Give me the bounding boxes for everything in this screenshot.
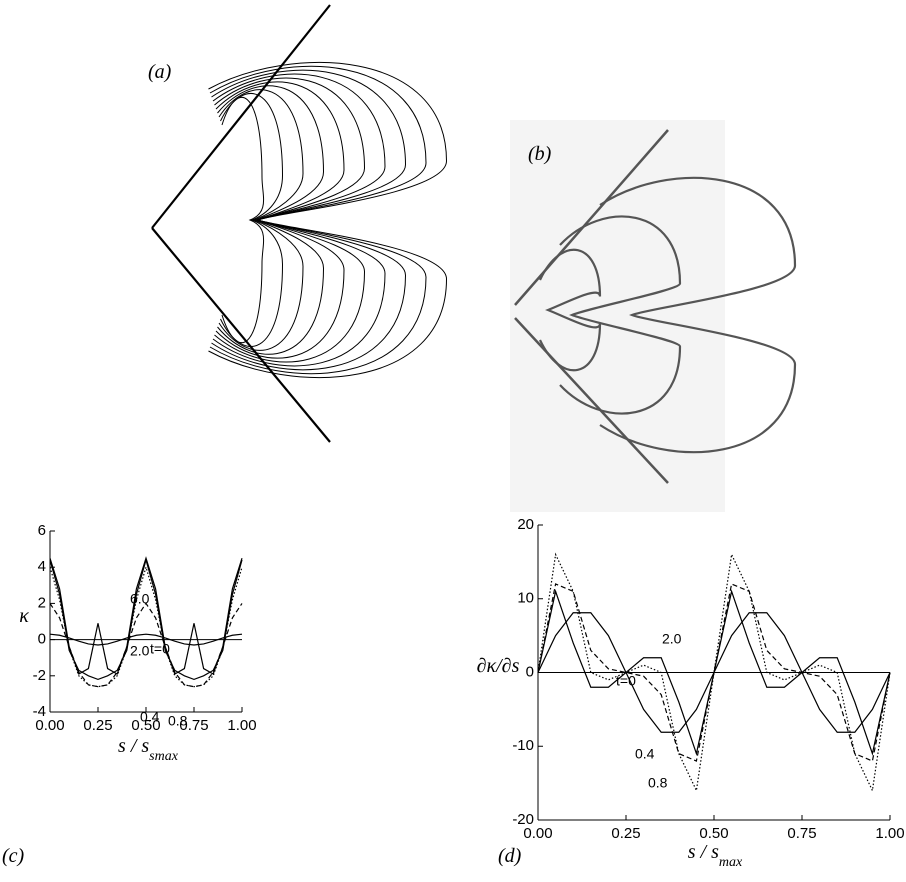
panel-label: (b) [528, 143, 552, 165]
panel-label: (c) [2, 845, 25, 867]
curve-label: 2.0 [662, 631, 682, 647]
x-tick-label: 0.75 [787, 825, 816, 842]
y-tick-label: 20 [517, 516, 534, 533]
curve-label: 2.0 [130, 643, 150, 659]
y-tick-label: 6 [38, 522, 46, 539]
x-tick-label: 1.00 [227, 717, 256, 734]
curve-label: 0.4 [140, 709, 160, 725]
y-tick-label: 0 [38, 631, 46, 648]
y-axis-label: κ [19, 605, 29, 627]
interface-curve [212, 70, 406, 370]
interfaces [209, 62, 447, 377]
figure: (a) (b) -4-202460.000.250.500.751.00s / … [0, 0, 906, 882]
series-line [50, 567, 242, 686]
y-tick-label: 10 [517, 590, 534, 607]
y-tick-label: -2 [33, 667, 46, 684]
x-tick-label: 1.00 [875, 825, 904, 842]
y-tick-label: 0 [526, 663, 534, 680]
wall [152, 228, 330, 442]
panel-label: (a) [148, 61, 172, 83]
x-axis-label-sub: smax [149, 749, 179, 764]
y-tick-label: 4 [38, 558, 46, 575]
curve-label: 0.8 [648, 775, 668, 791]
x-tick-label: 0.00 [35, 717, 64, 734]
wall [152, 5, 330, 228]
x-axis-label-text: s / s [118, 735, 149, 757]
x-tick-label: 0.25 [611, 825, 640, 842]
curve-label: 6.0 [130, 591, 150, 607]
interface-curve [210, 66, 426, 373]
panel-a-drawing [152, 5, 447, 442]
curve-label: 0.8 [168, 713, 188, 729]
x-tick-label: 0.25 [83, 717, 112, 734]
y-tick-label: 2 [38, 594, 46, 611]
x-tick-label: 0.50 [699, 825, 728, 842]
x-axis-label-sub: max [719, 855, 743, 870]
y-axis-label: ∂κ/∂s [477, 655, 520, 677]
curve-label: 0.4 [635, 746, 655, 762]
panel-label: (d) [498, 845, 522, 867]
x-axis-label-text: s / s [688, 841, 719, 863]
x-tick-label: 0.00 [523, 825, 552, 842]
series-line [50, 560, 242, 679]
x-axis-label: s / ssmax [118, 735, 179, 764]
y-tick-label: -10 [512, 737, 534, 754]
x-axis-label: s / smax [688, 841, 743, 870]
